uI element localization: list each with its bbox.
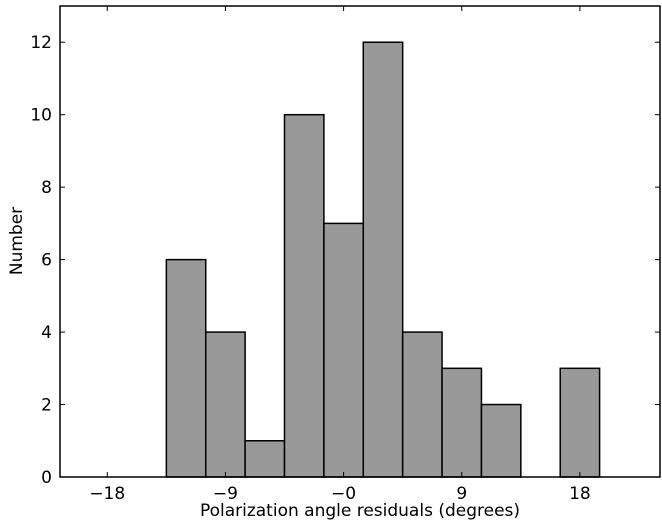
- x-axis-label: Polarization angle residuals (degrees): [200, 501, 520, 521]
- histogram-bar-3: [283, 113, 325, 478]
- histogram-bar-0: [165, 258, 207, 478]
- y-axis-label: Number: [7, 207, 27, 275]
- y-tick-label-0: 0: [41, 468, 52, 488]
- x-tick-label-3: 9: [456, 484, 467, 504]
- y-tick-label-2: 4: [41, 323, 52, 343]
- y-tick-label-3: 6: [41, 251, 52, 271]
- y-tick-label-4: 8: [41, 178, 52, 198]
- x-axis-ticks: −18 −9 −0 9 18: [89, 6, 591, 504]
- x-tick-label-2: −0: [331, 484, 356, 504]
- y-tick-label-1: 2: [41, 396, 52, 416]
- histogram-bar-1: [204, 331, 246, 478]
- y-tick-label-6: 12: [30, 33, 52, 53]
- histogram-bar-5: [362, 41, 404, 478]
- y-tick-label-5: 10: [30, 106, 52, 126]
- histogram-bars: [165, 41, 601, 478]
- histogram-bar-10: [559, 367, 601, 478]
- histogram-bar-6: [401, 331, 443, 478]
- histogram-bar-8: [480, 403, 522, 478]
- histogram-bar-2: [244, 440, 286, 478]
- y-axis-ticks: 0 2 4 6 8 10 12: [30, 33, 660, 488]
- x-tick-label-1: −9: [213, 484, 238, 504]
- x-tick-label-4: 18: [569, 484, 591, 504]
- x-tick-label-0: −18: [89, 484, 125, 504]
- histogram-bar-7: [441, 367, 483, 478]
- plot-frame: [59, 5, 661, 478]
- histogram-bar-4: [323, 222, 365, 478]
